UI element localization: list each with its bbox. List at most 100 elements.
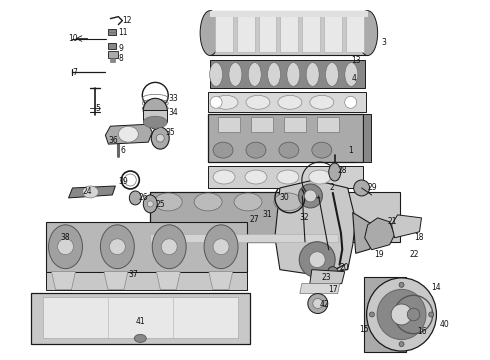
Ellipse shape	[274, 193, 302, 211]
Polygon shape	[51, 272, 75, 289]
Ellipse shape	[328, 267, 338, 276]
Bar	[210, 11, 368, 55]
Bar	[108, 28, 116, 35]
Ellipse shape	[248, 63, 261, 86]
Ellipse shape	[391, 304, 412, 325]
Bar	[210, 60, 365, 88]
Ellipse shape	[213, 239, 229, 255]
Ellipse shape	[399, 342, 404, 347]
Polygon shape	[104, 272, 128, 289]
Bar	[346, 14, 364, 53]
Text: 3: 3	[382, 38, 387, 47]
Ellipse shape	[200, 11, 220, 55]
Text: 22: 22	[410, 250, 419, 259]
Polygon shape	[353, 212, 376, 253]
Ellipse shape	[287, 63, 300, 86]
Bar	[284, 117, 306, 132]
Ellipse shape	[246, 142, 266, 158]
Ellipse shape	[57, 239, 74, 255]
Ellipse shape	[329, 163, 341, 181]
Text: 36: 36	[108, 136, 118, 145]
Bar	[338, 192, 399, 242]
Ellipse shape	[313, 298, 323, 309]
Ellipse shape	[152, 225, 186, 269]
Text: 29: 29	[368, 184, 377, 193]
Ellipse shape	[354, 180, 369, 196]
Text: 17: 17	[328, 285, 338, 294]
Ellipse shape	[399, 282, 404, 287]
Ellipse shape	[210, 63, 222, 86]
Ellipse shape	[367, 278, 437, 351]
Ellipse shape	[310, 95, 334, 109]
Text: 27: 27	[250, 215, 260, 224]
Ellipse shape	[278, 95, 302, 109]
Text: 7: 7	[73, 68, 77, 77]
Ellipse shape	[213, 170, 235, 184]
Text: 35: 35	[165, 128, 175, 137]
Bar	[280, 14, 298, 53]
Bar	[208, 114, 363, 162]
Ellipse shape	[309, 252, 325, 268]
Polygon shape	[209, 272, 233, 289]
Bar	[208, 166, 363, 188]
Bar	[46, 222, 247, 272]
Text: 14: 14	[432, 283, 441, 292]
Ellipse shape	[277, 170, 299, 184]
Text: 31: 31	[262, 210, 271, 219]
Ellipse shape	[113, 127, 123, 137]
Ellipse shape	[345, 63, 358, 86]
Text: 34: 34	[168, 108, 178, 117]
Text: 13: 13	[352, 56, 361, 65]
Ellipse shape	[325, 63, 339, 86]
Text: 1: 1	[348, 145, 352, 154]
Bar	[302, 14, 320, 53]
Ellipse shape	[204, 225, 238, 269]
Text: 41: 41	[135, 317, 145, 326]
Text: 40: 40	[440, 320, 449, 329]
Text: 20: 20	[340, 263, 349, 272]
Ellipse shape	[82, 186, 98, 198]
Text: 9: 9	[119, 44, 123, 53]
Text: 12: 12	[122, 16, 132, 25]
Ellipse shape	[49, 225, 82, 269]
Ellipse shape	[308, 293, 328, 314]
Ellipse shape	[312, 142, 332, 158]
Polygon shape	[156, 272, 180, 289]
Ellipse shape	[151, 127, 169, 149]
Text: 38: 38	[61, 233, 70, 242]
Bar	[43, 297, 238, 338]
Text: 32: 32	[300, 213, 310, 222]
Bar	[218, 117, 240, 132]
Text: 25: 25	[155, 201, 165, 210]
Ellipse shape	[246, 95, 270, 109]
Bar	[364, 276, 406, 352]
Ellipse shape	[129, 191, 141, 205]
Ellipse shape	[407, 308, 420, 321]
Ellipse shape	[109, 239, 125, 255]
Bar	[46, 272, 247, 289]
Text: 33: 33	[168, 94, 178, 103]
Ellipse shape	[229, 63, 242, 86]
Ellipse shape	[147, 201, 153, 207]
Ellipse shape	[143, 116, 167, 128]
Bar	[108, 51, 119, 58]
Text: 42: 42	[320, 300, 329, 309]
Ellipse shape	[156, 134, 164, 142]
Ellipse shape	[143, 98, 167, 122]
Bar	[108, 42, 116, 49]
Bar	[317, 117, 339, 132]
Ellipse shape	[150, 119, 160, 129]
Ellipse shape	[298, 184, 322, 208]
Bar	[110, 58, 115, 62]
Text: 4: 4	[352, 74, 357, 83]
Text: 2: 2	[330, 184, 335, 193]
Ellipse shape	[429, 312, 434, 317]
Bar	[210, 11, 368, 17]
Bar	[30, 293, 250, 345]
Ellipse shape	[119, 126, 138, 142]
Text: 5: 5	[96, 104, 100, 113]
Bar	[363, 114, 370, 162]
Text: 28: 28	[338, 166, 347, 175]
Text: 10: 10	[69, 34, 78, 43]
Bar	[143, 110, 167, 122]
